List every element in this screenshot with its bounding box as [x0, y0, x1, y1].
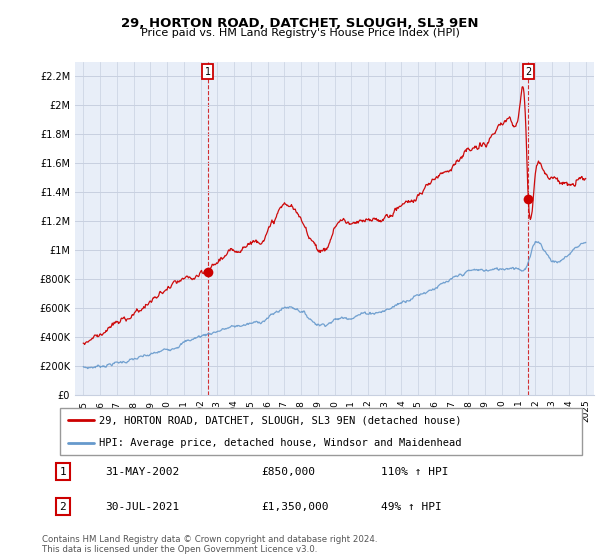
- Text: 1: 1: [205, 67, 211, 77]
- Text: 29, HORTON ROAD, DATCHET, SLOUGH, SL3 9EN (detached house): 29, HORTON ROAD, DATCHET, SLOUGH, SL3 9E…: [100, 416, 462, 426]
- FancyBboxPatch shape: [60, 408, 583, 455]
- Text: 2: 2: [525, 67, 532, 77]
- Text: HPI: Average price, detached house, Windsor and Maidenhead: HPI: Average price, detached house, Wind…: [100, 438, 462, 448]
- Text: 2: 2: [59, 502, 67, 512]
- Text: 49% ↑ HPI: 49% ↑ HPI: [381, 502, 442, 512]
- Text: £850,000: £850,000: [261, 466, 315, 477]
- Text: Price paid vs. HM Land Registry's House Price Index (HPI): Price paid vs. HM Land Registry's House …: [140, 28, 460, 38]
- Text: Contains HM Land Registry data © Crown copyright and database right 2024.
This d: Contains HM Land Registry data © Crown c…: [42, 535, 377, 554]
- Text: 30-JUL-2021: 30-JUL-2021: [105, 502, 179, 512]
- Text: £1,350,000: £1,350,000: [261, 502, 329, 512]
- Text: 31-MAY-2002: 31-MAY-2002: [105, 466, 179, 477]
- Text: 110% ↑ HPI: 110% ↑ HPI: [381, 466, 449, 477]
- Text: 29, HORTON ROAD, DATCHET, SLOUGH, SL3 9EN: 29, HORTON ROAD, DATCHET, SLOUGH, SL3 9E…: [121, 17, 479, 30]
- Text: 1: 1: [59, 466, 67, 477]
